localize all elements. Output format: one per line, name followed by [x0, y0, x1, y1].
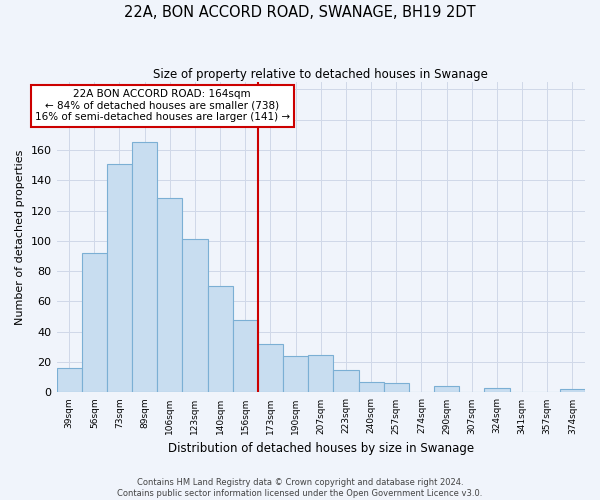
Bar	[359, 382, 383, 392]
Y-axis label: Number of detached properties: Number of detached properties	[15, 150, 25, 324]
Title: Size of property relative to detached houses in Swanage: Size of property relative to detached ho…	[154, 68, 488, 80]
Text: Contains HM Land Registry data © Crown copyright and database right 2024.
Contai: Contains HM Land Registry data © Crown c…	[118, 478, 482, 498]
Bar	[132, 142, 157, 392]
Bar	[182, 240, 208, 392]
Bar	[334, 370, 359, 392]
Text: 22A, BON ACCORD ROAD, SWANAGE, BH19 2DT: 22A, BON ACCORD ROAD, SWANAGE, BH19 2DT	[124, 5, 476, 20]
X-axis label: Distribution of detached houses by size in Swanage: Distribution of detached houses by size …	[168, 442, 474, 455]
Bar	[560, 390, 585, 392]
Text: 22A BON ACCORD ROAD: 164sqm
← 84% of detached houses are smaller (738)
16% of se: 22A BON ACCORD ROAD: 164sqm ← 84% of det…	[35, 89, 290, 122]
Bar	[107, 164, 132, 392]
Bar	[82, 253, 107, 392]
Bar	[157, 198, 182, 392]
Bar	[258, 344, 283, 393]
Bar	[283, 356, 308, 393]
Bar	[434, 386, 459, 392]
Bar	[56, 368, 82, 392]
Bar	[484, 388, 509, 392]
Bar	[233, 320, 258, 392]
Bar	[308, 354, 334, 393]
Bar	[208, 286, 233, 393]
Bar	[383, 384, 409, 392]
